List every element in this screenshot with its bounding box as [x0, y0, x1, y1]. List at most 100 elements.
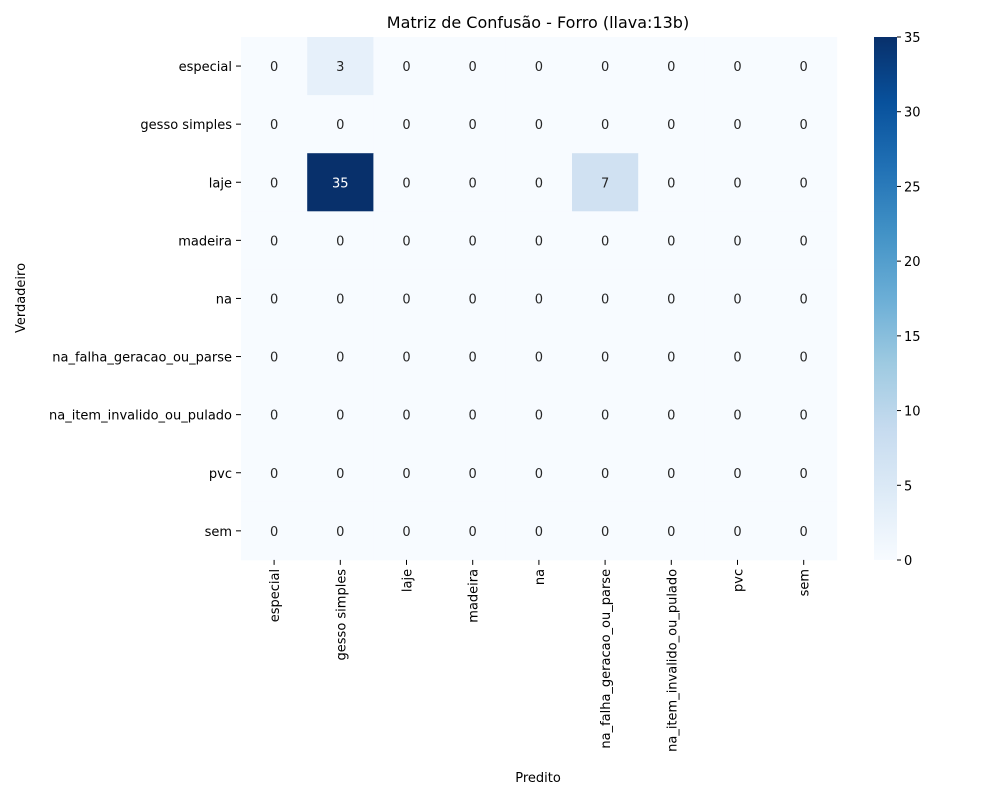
heatmap-cell	[373, 501, 440, 561]
cell-value-label: 0	[270, 467, 278, 482]
x-axis-label: Predito	[515, 771, 561, 786]
heatmap-cell	[770, 37, 838, 96]
cell-value-label: 7	[601, 176, 609, 191]
chart-title: Matriz de Confusão - Forro (llava:13b)	[387, 13, 689, 32]
cell-value-label: 0	[800, 176, 808, 191]
heatmap-cell	[241, 95, 308, 154]
cell-value-label: 0	[733, 292, 741, 307]
cell-value-label: 0	[336, 118, 344, 133]
heatmap-cell	[241, 385, 308, 445]
heatmap-cell	[770, 269, 838, 328]
heatmap-cell	[770, 385, 838, 445]
cell-value-label: 0	[601, 292, 609, 307]
cell-value-label: 0	[733, 525, 741, 540]
cell-value-label: 0	[535, 60, 543, 75]
heatmap-cell	[638, 211, 705, 270]
y-tick-label: gesso simples	[140, 118, 232, 133]
y-tick-label: na_falha_geracao_ou_parse	[52, 351, 232, 366]
cell-value-label: 0	[469, 525, 477, 540]
heatmap-cell	[572, 443, 639, 503]
y-tick-label: madeira	[178, 234, 232, 249]
cell-value-label: 0	[535, 292, 543, 307]
heatmap-cell	[439, 443, 507, 503]
heatmap-cell	[572, 501, 639, 561]
colorbar-tick-label: 5	[904, 479, 912, 494]
colorbar-tick-label: 0	[904, 554, 912, 569]
heatmap-cell	[704, 211, 771, 270]
cell-value-label: 0	[270, 409, 278, 424]
cell-value-label: 0	[601, 525, 609, 540]
heatmap-cell	[307, 153, 374, 212]
heatmap-cell	[770, 95, 838, 154]
cell-value-label: 0	[402, 292, 410, 307]
x-tick-label: na_item_invalido_ou_pulado	[665, 569, 680, 752]
cell-value-label: 0	[733, 234, 741, 249]
cell-value-label: 0	[601, 409, 609, 424]
heatmap-cell	[373, 211, 440, 270]
x-axis-ticks: especial gesso simples laje madeira na na_fal…	[268, 559, 813, 752]
heatmap-cell	[241, 211, 308, 270]
heatmap-cells	[241, 37, 838, 561]
y-axis-label: Verdadeiro	[14, 263, 29, 333]
cell-value-label: 0	[469, 118, 477, 133]
x-tick-label: na_falha_geracao_ou_parse	[599, 569, 614, 749]
cell-value-label: 0	[402, 351, 410, 366]
heatmap-cell	[241, 327, 308, 386]
cell-value-label: 0	[733, 467, 741, 482]
cell-value-label: 0	[402, 118, 410, 133]
heatmap-cell	[572, 211, 639, 270]
heatmap-cell	[704, 153, 771, 212]
heatmap-cell	[770, 501, 838, 561]
cell-value-label: 0	[270, 525, 278, 540]
cell-value-label: 0	[469, 60, 477, 75]
cell-value-label: 0	[733, 60, 741, 75]
heatmap-cell	[373, 269, 440, 328]
heatmap-cell-labels: 0 3 0 0 0 0 0 0 0 0 0 0 0 0 0 0 0 0 0 35 0 0 0 7 0 0 0 0 0 0 0 0 0 0 0 0 0 0 0…	[270, 60, 808, 540]
heatmap-cell	[241, 501, 308, 561]
cell-value-label: 0	[601, 118, 609, 133]
heatmap-cell	[307, 211, 374, 270]
cell-value-label: 0	[270, 60, 278, 75]
cell-value-label: 0	[733, 409, 741, 424]
cell-value-label: 0	[402, 234, 410, 249]
heatmap-cell	[638, 327, 705, 386]
cell-value-label: 0	[469, 467, 477, 482]
cell-value-label: 0	[667, 234, 675, 249]
heatmap-cell	[704, 385, 771, 445]
heatmap-cell	[505, 269, 573, 328]
cell-value-label: 0	[667, 351, 675, 366]
heatmap-cell	[439, 37, 507, 96]
cell-value-label: 0	[800, 60, 808, 75]
heatmap-cell	[638, 501, 705, 561]
heatmap-cell	[307, 269, 374, 328]
cell-value-label: 0	[535, 409, 543, 424]
x-tick-label: pvc	[732, 569, 747, 592]
heatmap-cell	[505, 37, 573, 96]
heatmap-cell	[770, 153, 838, 212]
cell-value-label: 0	[336, 351, 344, 366]
heatmap-cell	[373, 153, 440, 212]
colorbar-ticks: 0 5 10 15 20 25 30 35	[897, 31, 921, 569]
heatmap-cell	[770, 211, 838, 270]
heatmap-cell	[770, 327, 838, 386]
cell-value-label: 0	[601, 467, 609, 482]
colorbar-tick-label: 20	[904, 255, 921, 270]
heatmap-cell	[307, 443, 374, 503]
heatmap-cell	[373, 95, 440, 154]
x-tick-label: especial	[268, 569, 283, 622]
cell-value-label: 0	[800, 409, 808, 424]
y-tick-label: especial	[179, 60, 232, 75]
cell-value-label: 0	[667, 176, 675, 191]
heatmap-cell	[704, 269, 771, 328]
x-tick-label: sem	[798, 569, 813, 596]
cell-value-label: 0	[469, 409, 477, 424]
heatmap-cell	[770, 443, 838, 503]
cell-value-label: 0	[336, 525, 344, 540]
cell-value-label: 0	[469, 234, 477, 249]
cell-value-label: 0	[601, 60, 609, 75]
heatmap-cell	[439, 95, 507, 154]
cell-value-label: 0	[469, 292, 477, 307]
heatmap-cell	[572, 269, 639, 328]
cell-value-label: 0	[535, 234, 543, 249]
